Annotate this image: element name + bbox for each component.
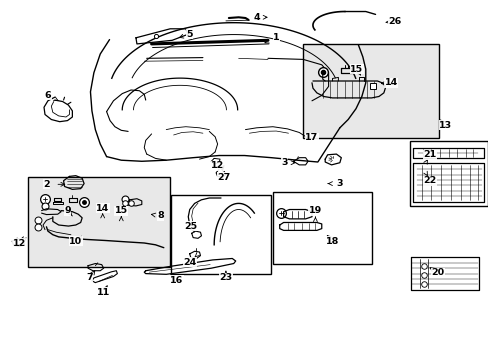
Text: 12: 12 [210, 161, 224, 170]
Text: 15: 15 [350, 65, 363, 74]
Text: 3: 3 [336, 179, 343, 188]
Bar [171, 195, 271, 274]
Text: 1: 1 [272, 33, 279, 42]
Text: 12: 12 [13, 238, 26, 248]
Text: 14: 14 [96, 204, 109, 212]
Bar [272, 192, 371, 264]
Text: 14: 14 [384, 78, 397, 87]
Text: 8: 8 [157, 211, 163, 220]
Text: 2: 2 [43, 180, 50, 189]
Bar [28, 177, 170, 267]
Text: 19: 19 [308, 206, 322, 215]
Text: 15: 15 [115, 206, 127, 215]
Text: 9: 9 [64, 206, 71, 215]
Text: 13: 13 [439, 121, 451, 130]
Text: 10: 10 [69, 237, 82, 246]
Text: 7: 7 [86, 274, 93, 282]
Text: 11: 11 [97, 288, 110, 297]
Text: 4: 4 [253, 13, 260, 22]
Bar [409, 141, 487, 206]
Text: 21: 21 [423, 150, 436, 159]
Text: 22: 22 [423, 176, 436, 185]
Text: 20: 20 [430, 269, 443, 277]
Text: 3: 3 [281, 158, 287, 167]
Text: 26: 26 [387, 17, 401, 26]
Text: 17: 17 [305, 133, 318, 142]
Text: 23: 23 [219, 274, 232, 282]
Text: 27: 27 [217, 173, 230, 181]
Bar [303, 44, 438, 138]
Text: 25: 25 [184, 222, 197, 231]
Text: 6: 6 [44, 91, 51, 100]
Text: 16: 16 [170, 276, 183, 284]
Text: 24: 24 [183, 258, 196, 266]
Text: 5: 5 [186, 30, 193, 39]
Text: 18: 18 [325, 237, 339, 246]
